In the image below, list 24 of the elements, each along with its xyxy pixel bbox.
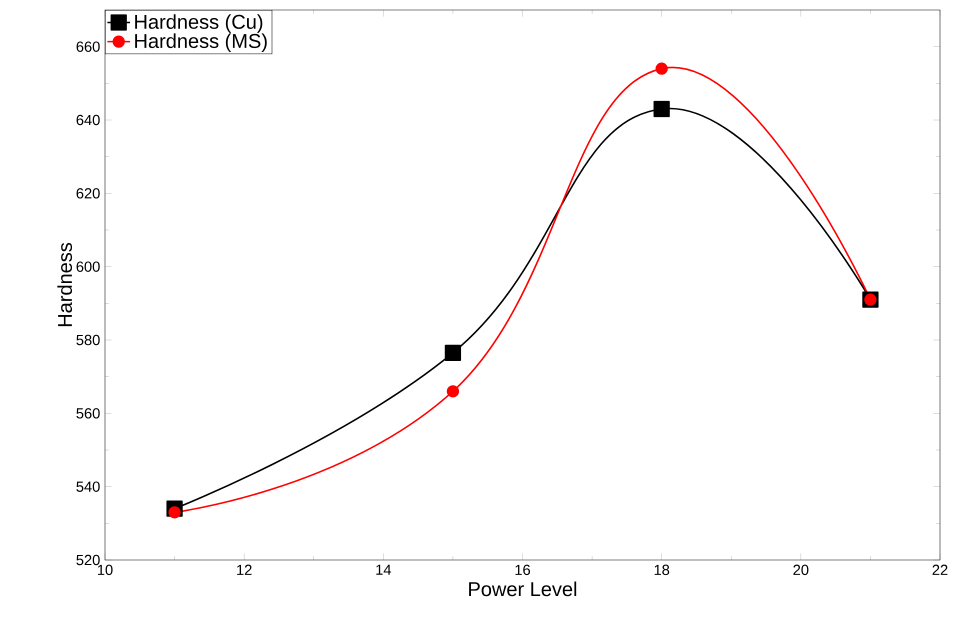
point [446,385,460,398]
x-tick-label: 12 [237,564,252,575]
y-axis-title: Hardness [57,242,72,326]
x-tick-label: 20 [793,564,808,576]
y-tick-label: 600 [76,261,100,272]
point [444,344,462,361]
x-tick-label: 16 [515,564,530,576]
y-tick-label: 540 [76,481,100,492]
y-tick-label: 580 [76,334,100,346]
point [168,506,181,518]
x-tick-label: 10 [98,564,113,576]
y-tick-label: 640 [76,114,100,126]
y-tick-label: 620 [76,188,100,199]
y-tick-label: 520 [76,554,100,566]
y-tick-label: 560 [76,408,100,419]
x-tick-label: 14 [376,564,392,575]
legend-label: Hardness (Cu) [135,14,262,33]
x-tick-label: 18 [654,564,670,576]
x-axis-title: Power Level [469,582,576,596]
x-tick-label: 22 [932,564,948,575]
point [654,100,670,118]
legend-label: Hardness (MS) [135,33,267,52]
y-tick-label: 660 [76,41,100,52]
point [656,62,668,75]
